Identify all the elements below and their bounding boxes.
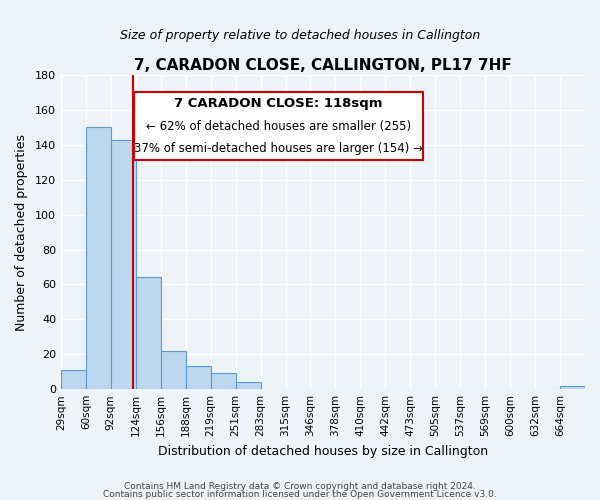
Text: Contains HM Land Registry data © Crown copyright and database right 2024.: Contains HM Land Registry data © Crown c… bbox=[124, 482, 476, 491]
Bar bbox=[61, 370, 86, 389]
Bar bbox=[136, 278, 161, 389]
Bar bbox=[236, 382, 260, 389]
Bar bbox=[161, 351, 186, 389]
Text: Size of property relative to detached houses in Callington: Size of property relative to detached ho… bbox=[120, 29, 480, 42]
Text: 7 CARADON CLOSE: 118sqm: 7 CARADON CLOSE: 118sqm bbox=[174, 97, 383, 110]
Text: 37% of semi-detached houses are larger (154) →: 37% of semi-detached houses are larger (… bbox=[134, 142, 423, 155]
Title: 7, CARADON CLOSE, CALLINGTON, PL17 7HF: 7, CARADON CLOSE, CALLINGTON, PL17 7HF bbox=[134, 58, 512, 72]
Text: Contains public sector information licensed under the Open Government Licence v3: Contains public sector information licen… bbox=[103, 490, 497, 499]
Bar bbox=[111, 140, 136, 389]
Bar bbox=[560, 386, 585, 389]
Bar bbox=[186, 366, 211, 389]
X-axis label: Distribution of detached houses by size in Callington: Distribution of detached houses by size … bbox=[158, 444, 488, 458]
Text: ← 62% of detached houses are smaller (255): ← 62% of detached houses are smaller (25… bbox=[146, 120, 411, 132]
Bar bbox=[211, 374, 236, 389]
Bar bbox=[86, 128, 111, 389]
FancyBboxPatch shape bbox=[134, 92, 422, 160]
Y-axis label: Number of detached properties: Number of detached properties bbox=[15, 134, 28, 330]
